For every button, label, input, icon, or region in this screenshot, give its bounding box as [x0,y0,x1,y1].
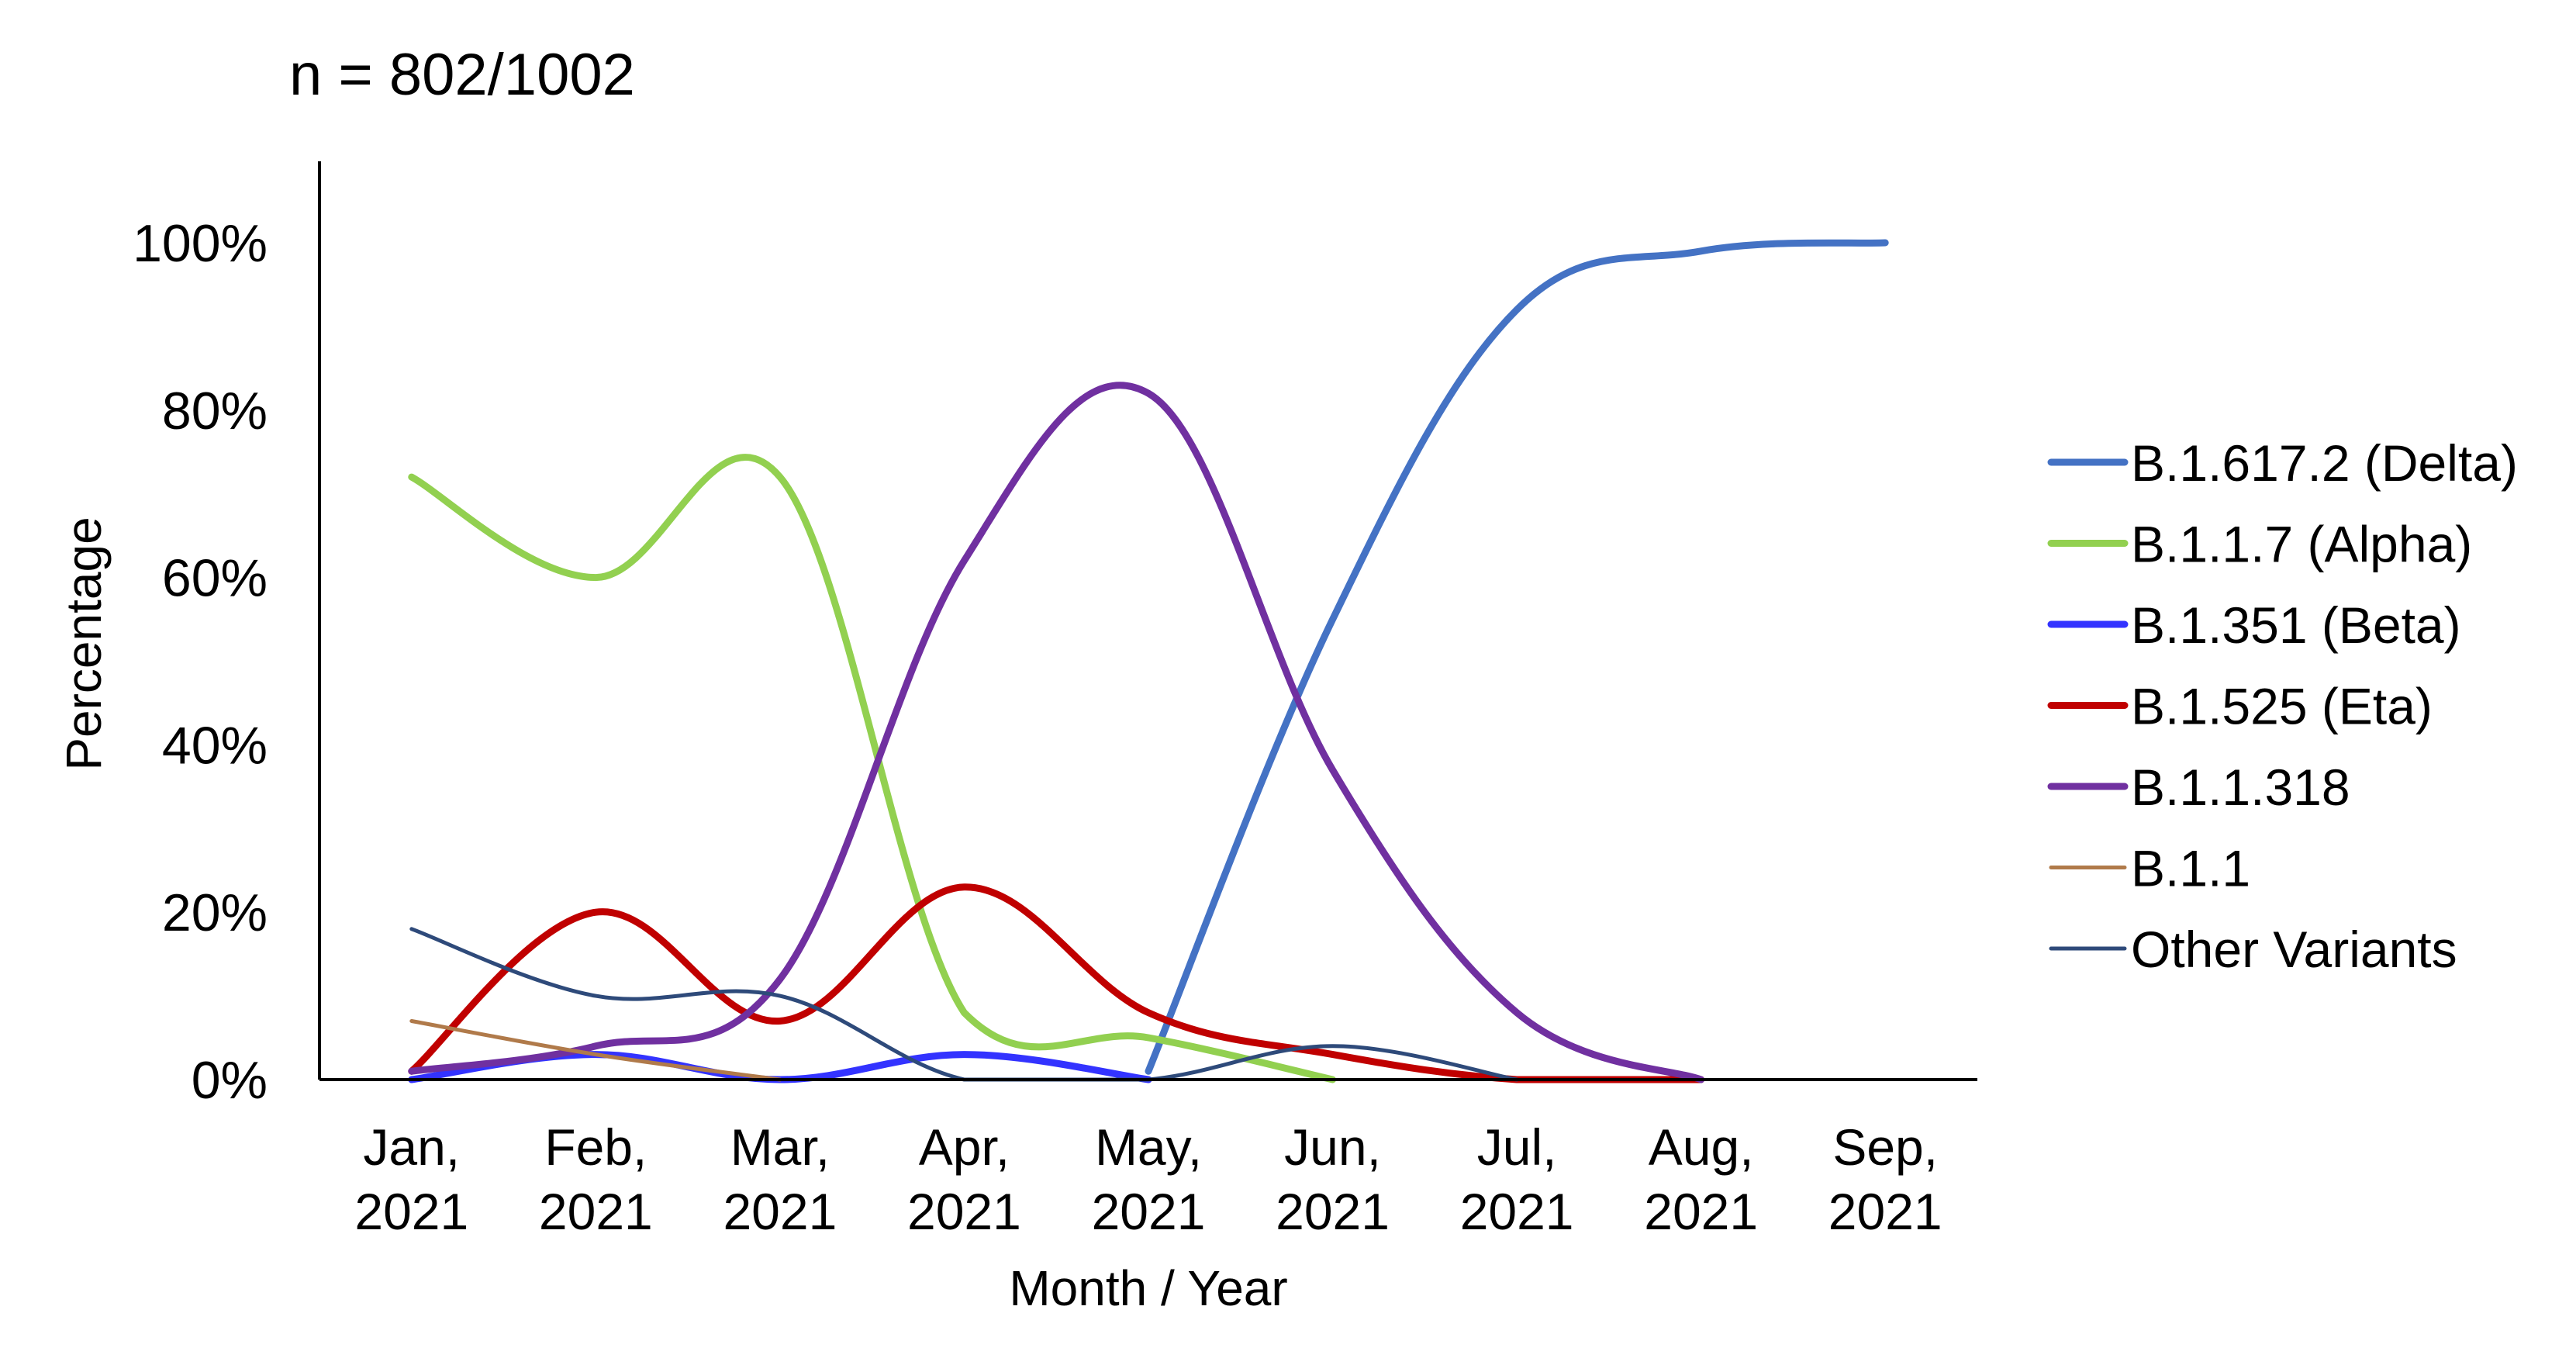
tick-labels: 0% 20% 40% 60% 80% 100% Jan, 2021 Feb, 2021 Mar, 20… [133,214,1942,1240]
x-tick-label: Jan, [363,1118,460,1176]
x-tick-label: Feb, [544,1118,647,1176]
x-tick-label: May, [1095,1118,1202,1176]
y-tick-label: 60% [162,549,268,608]
legend-label: B.1.1.7 (Alpha) [2131,516,2472,573]
y-axis-label: Percentage [56,517,112,770]
x-tick-label: 2021 [1092,1183,1206,1240]
series-line-5 [409,1019,782,1082]
x-tick-label: Sep, [1832,1118,1938,1176]
x-tick-label: 2021 [1644,1183,1758,1240]
x-tick-label: Jun, [1284,1118,1381,1176]
x-tick-label: 2021 [539,1183,653,1240]
x-tick-label: 2021 [1460,1183,1574,1240]
legend-label: B.1.351 (Beta) [2131,596,2461,654]
x-axis-label: Month / Year [1009,1260,1287,1316]
x-tick-label: Jul, [1477,1118,1557,1176]
x-tick-label: 2021 [1828,1183,1942,1240]
series-line-1 [408,454,1337,1083]
chart-title: n = 802/1002 [289,42,635,108]
legend-label: Other Variants [2131,921,2457,978]
y-tick-label: 40% [162,716,268,775]
legend-label: B.1.1.318 [2131,759,2350,816]
legend-label: B.1.617.2 (Delta) [2131,434,2518,492]
x-tick-label: 2021 [354,1183,468,1240]
x-tick-label: 2021 [1276,1183,1390,1240]
axes-layer [318,161,1977,1081]
series-line-0 [1145,239,1889,1075]
legend-label: B.1.1 [2131,840,2250,897]
y-tick-label: 0% [192,1051,268,1110]
series-line-3 [408,883,1705,1083]
y-tick-label: 100% [133,214,268,273]
legend-label: B.1.525 (Eta) [2131,678,2433,735]
series-layer [408,239,1889,1083]
y-tick-label: 20% [162,883,268,942]
y-tick-label: 80% [162,382,268,441]
x-tick-label: Apr, [919,1118,1010,1176]
x-tick-label: Mar, [730,1118,830,1176]
series-line-4 [408,382,1705,1083]
x-tick-label: Aug, [1649,1118,1754,1176]
legend: B.1.617.2 (Delta) B.1.1.7 (Alpha) B.1.351 … [2047,434,2518,978]
x-tick-label: 2021 [907,1183,1021,1240]
x-tick-label: 2021 [723,1183,837,1240]
